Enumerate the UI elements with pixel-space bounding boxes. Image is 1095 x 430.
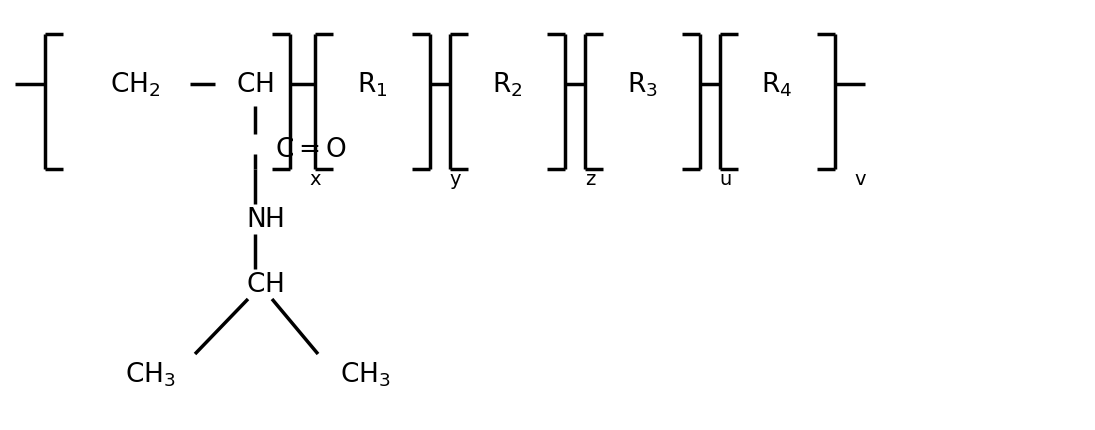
Text: y: y: [449, 170, 461, 189]
Text: $\mathrm{C{=}O}$: $\mathrm{C{=}O}$: [275, 137, 347, 163]
Text: $\mathrm{CH}$: $\mathrm{CH}$: [246, 271, 284, 297]
Text: $\mathrm{CH}$: $\mathrm{CH}$: [237, 72, 274, 98]
Text: $\mathrm{CH_3}$: $\mathrm{CH_3}$: [339, 360, 391, 388]
Text: $\mathrm{R_2}$: $\mathrm{R_2}$: [492, 71, 522, 99]
Text: x: x: [309, 170, 321, 189]
Text: $\mathrm{NH}$: $\mathrm{NH}$: [246, 206, 284, 233]
Text: u: u: [719, 170, 731, 189]
Text: $\mathrm{R_1}$: $\mathrm{R_1}$: [357, 71, 388, 99]
Text: $\mathrm{R_3}$: $\mathrm{R_3}$: [626, 71, 657, 99]
Text: $\mathrm{CH_2}$: $\mathrm{CH_2}$: [110, 71, 160, 99]
Text: $\mathrm{CH_3}$: $\mathrm{CH_3}$: [125, 360, 175, 388]
Text: z: z: [585, 170, 596, 189]
Text: $\mathrm{R_4}$: $\mathrm{R_4}$: [761, 71, 793, 99]
Text: v: v: [854, 170, 866, 189]
